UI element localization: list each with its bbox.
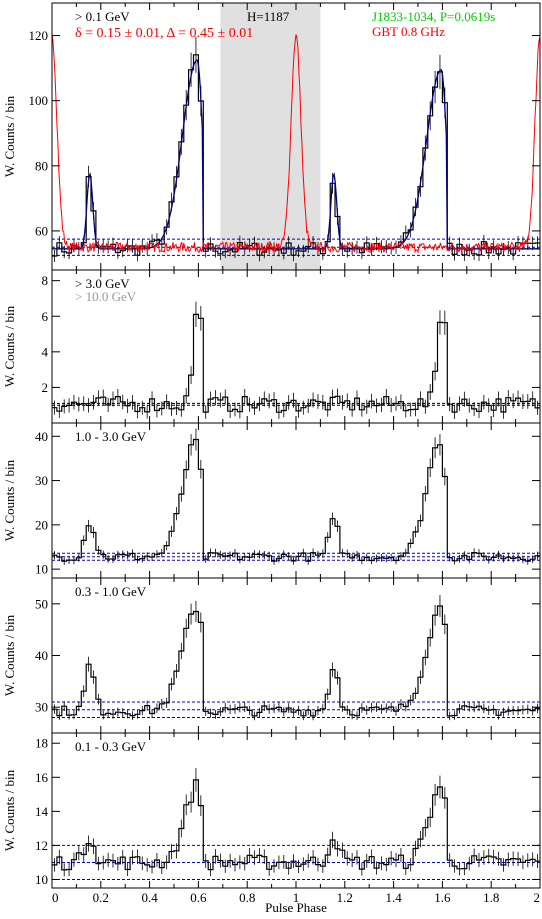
panel-frame-3 [51, 577, 541, 734]
y-axis-label-4: W. Counts / bin [2, 769, 17, 851]
y-tick-label-2-0: 10 [35, 562, 48, 577]
pulsar-label: J1833-1034, P=0.0619s [372, 9, 495, 24]
histogram-4 [52, 779, 540, 871]
y-tick-label-4-1: 12 [35, 838, 48, 853]
histogram-1 [52, 313, 540, 413]
y-tick-label-3-0: 30 [35, 700, 48, 715]
y-tick-label-4-0: 10 [35, 872, 48, 887]
y-tick-label-4-2: 14 [35, 804, 49, 819]
fit-parameters-label: δ = 0.15 ± 0.01, Δ = 0.45 ± 0.01 [75, 26, 253, 41]
y-axis-label-0: W. Counts / bin [2, 95, 17, 177]
y-tick-label-1-0: 2 [42, 380, 49, 395]
radio-label: GBT 0.8 GHz [372, 24, 445, 39]
y-tick-label-0-3: 120 [29, 28, 49, 43]
y-tick-label-1-2: 6 [42, 309, 49, 324]
x-tick-label-8: 1.6 [434, 890, 451, 905]
x-tick-label-3: 0.6 [190, 890, 207, 905]
y-tick-label-3-1: 40 [35, 648, 48, 663]
x-tick-label-6: 1.2 [337, 890, 353, 905]
y-tick-label-3-2: 50 [35, 596, 48, 611]
x-tick-label-4: 0.8 [239, 890, 255, 905]
y-axis-label-2: W. Counts / bin [2, 459, 17, 541]
histogram-3 [52, 605, 540, 717]
histogram-2 [52, 438, 540, 562]
y-tick-label-0-2: 100 [29, 93, 49, 108]
energy-label-3: 0.3 - 1.0 GeV [75, 584, 147, 599]
y-tick-label-2-2: 30 [35, 473, 48, 488]
y-tick-label-0-1: 80 [35, 158, 48, 173]
y-tick-label-0-0: 60 [35, 223, 48, 238]
y-tick-label-4-4: 18 [35, 736, 48, 751]
y-tick-label-1-1: 4 [42, 344, 49, 359]
x-tick-label-5: 1 [293, 890, 300, 905]
x-tick-label-1: 0.2 [93, 890, 109, 905]
fit-curve [52, 59, 540, 250]
x-tick-label-0: 0 [52, 890, 59, 905]
energy-label-secondary: > 10.0 GeV [75, 289, 137, 304]
x-tick-label-2: 0.4 [141, 890, 158, 905]
x-tick-label-7: 1.4 [385, 890, 402, 905]
off-pulse-region [220, 3, 321, 270]
energy-label-2: 1.0 - 3.0 GeV [75, 429, 147, 444]
y-tick-label-4-3: 16 [35, 770, 49, 785]
x-axis-label: Pulse Phase [265, 900, 327, 914]
energy-label-0: > 0.1 GeV [75, 9, 130, 24]
radio-curve [51, 32, 541, 254]
energy-label-4: 0.1 - 0.3 GeV [75, 739, 147, 754]
y-tick-label-1-3: 8 [42, 273, 49, 288]
h-test-label: H=1187 [247, 9, 290, 24]
x-tick-label-9: 1.8 [483, 890, 499, 905]
y-axis-label-3: W. Counts / bin [2, 614, 17, 696]
energy-label-1: > 3.0 GeV [75, 276, 130, 291]
y-axis-label-1: W. Counts / bin [2, 305, 17, 387]
y-tick-label-2-3: 40 [35, 429, 48, 444]
x-tick-label-10: 2 [534, 890, 541, 905]
y-tick-label-2-1: 20 [35, 517, 48, 532]
